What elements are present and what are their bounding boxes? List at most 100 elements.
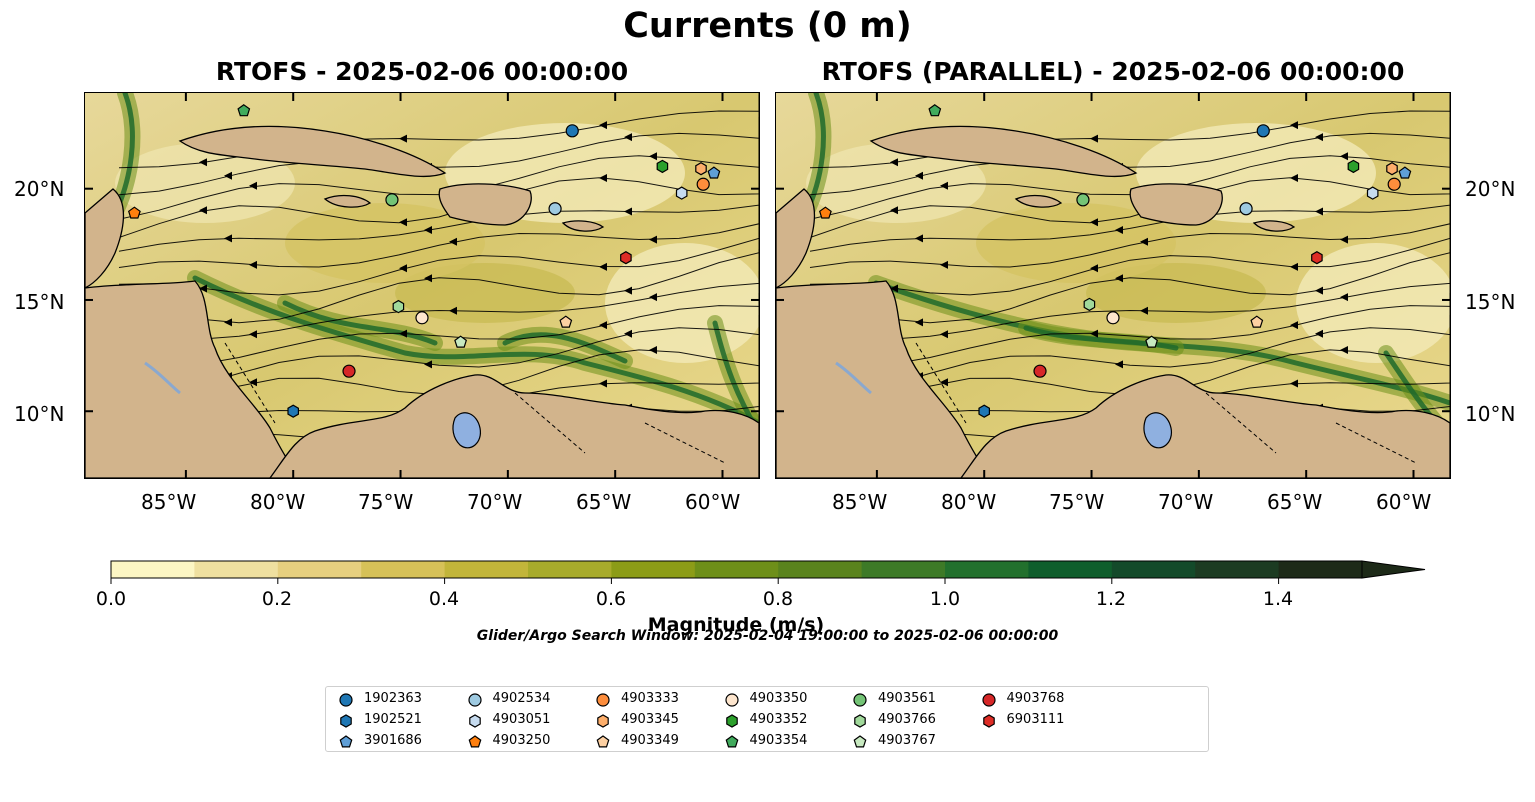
streamline-arrow <box>624 133 632 142</box>
colorbar-segment <box>611 561 696 578</box>
streamline-arrow <box>399 329 407 338</box>
streamline-arrow <box>249 260 257 269</box>
land-yucatan <box>85 188 125 289</box>
land-south-america <box>960 374 1450 478</box>
streamline-arrow <box>224 234 232 243</box>
streamline <box>809 93 1450 169</box>
current-jet-core <box>192 275 759 426</box>
rtofs-map[interactable] <box>84 92 760 479</box>
float-marker-4903767 <box>454 335 468 348</box>
land-jamaica <box>323 194 372 208</box>
float-marker-4903768 <box>342 364 356 378</box>
legend-label: 4903354 <box>749 733 808 748</box>
lon-label-right-75: 75°W <box>1049 490 1105 514</box>
lake-nicaragua <box>835 361 872 395</box>
streamline <box>118 249 759 341</box>
streamline-arrow <box>1290 174 1298 182</box>
lat-label-right-20: 20°N <box>1465 177 1516 201</box>
colorbar-segment <box>1028 561 1113 578</box>
streamline <box>809 95 1450 196</box>
legend-label: 4903051 <box>492 712 551 727</box>
float-marker-4903350 <box>415 311 429 325</box>
current-jet-core <box>1023 325 1179 351</box>
lat-label-left-10: 10°N <box>14 402 65 426</box>
streamline-arrow <box>915 318 923 327</box>
lon-label-left-65: 65°W <box>576 490 632 514</box>
streamline <box>118 93 759 169</box>
legend-label: 1902363 <box>364 691 422 706</box>
streamline-arrow <box>224 318 232 327</box>
float-marker-4903250 <box>818 206 832 219</box>
float-marker-1902521 <box>978 404 990 418</box>
float-marker-4903349 <box>1250 315 1264 328</box>
colorbar-segment <box>1111 561 1196 578</box>
float-marker-1902363 <box>1256 124 1270 138</box>
streamline <box>809 161 1450 252</box>
lake-maracaibo <box>452 412 482 449</box>
colorbar-title: Magnitude (m/s) <box>647 614 825 636</box>
colorbar-segment <box>361 561 446 578</box>
streamline-arrow <box>940 378 948 387</box>
legend-label: 4903333 <box>621 691 679 706</box>
streamline-arrow <box>1315 286 1323 295</box>
legend-label: 4902534 <box>492 691 551 706</box>
right-panel-title: RTOFS (PARALLEL) - 2025-02-06 00:00:00 <box>821 57 1405 86</box>
speed-patch <box>285 203 485 283</box>
float-marker-6903111 <box>1311 251 1323 265</box>
streamline <box>118 183 759 268</box>
float-marker-4903345 <box>1386 162 1398 176</box>
colorbar-segment <box>194 561 279 578</box>
land-puerto-rico <box>561 220 605 232</box>
streamline-arrow <box>1340 293 1348 302</box>
streamline-arrow <box>890 158 898 167</box>
land-jamaica <box>1014 194 1063 208</box>
streamline-arrow <box>1290 379 1298 388</box>
legend-label: 4903767 <box>878 733 936 748</box>
legend-label: 1902521 <box>364 712 422 727</box>
colorbar-segment <box>444 561 529 578</box>
float-marker-4903051 <box>1366 186 1379 200</box>
lake-maracaibo <box>1143 412 1173 449</box>
float-marker-4902534 <box>548 202 562 216</box>
lon-label-left-75: 75°W <box>358 490 414 514</box>
streamline-arrow <box>449 306 457 315</box>
colorbar-tick-label: 0.2 <box>261 588 293 610</box>
streamline-arrow <box>624 329 632 338</box>
colorbar-tick-label: 0.0 <box>95 588 127 610</box>
colorbar-segment <box>277 561 362 578</box>
legend-label: 4903766 <box>878 712 936 727</box>
legend-marker-4903766 <box>854 714 866 728</box>
streamline-arrow <box>1290 321 1298 330</box>
rtofs-parallel-map[interactable] <box>775 92 1451 479</box>
colorbar-segment <box>1195 561 1280 578</box>
legend-marker-1902363 <box>339 693 353 707</box>
streamline <box>809 227 1450 324</box>
float-marker-4902534 <box>1239 202 1253 216</box>
colorbar-segment <box>1278 561 1363 578</box>
colorbar-segment <box>694 561 779 578</box>
streamline-arrow <box>1290 121 1298 130</box>
streamline-arrow <box>599 379 607 388</box>
colorbar-tick-label: 0.4 <box>428 588 460 610</box>
land-yucatan <box>776 188 816 289</box>
search-window-text: Glider/Argo Search Window: 2025-02-04 19… <box>476 628 1059 644</box>
streamline <box>118 205 759 296</box>
float-marker-4903350 <box>1106 311 1120 325</box>
lon-label-right-85: 85°W <box>832 490 888 514</box>
streamline-arrow <box>599 321 607 330</box>
float-marker-3901686 <box>1398 166 1412 179</box>
legend-label: 4903345 <box>621 712 679 727</box>
colorbar-tick-label: 1.4 <box>1262 588 1294 610</box>
streamline <box>118 161 759 252</box>
legend-label: 4903250 <box>492 733 551 748</box>
streamline-arrow <box>449 237 457 246</box>
streamline-arrow <box>940 260 948 269</box>
lon-label-left-60: 60°W <box>685 490 741 514</box>
streamline-arrow <box>1090 218 1098 227</box>
colorbar-tick-label: 1.2 <box>1095 588 1127 610</box>
legend-marker-3901686 <box>339 735 353 748</box>
colorbar-tick-label: 0.6 <box>595 588 627 610</box>
lon-label-right-60: 60°W <box>1376 490 1432 514</box>
streamline-arrow <box>1315 133 1323 142</box>
streamline <box>809 293 1450 396</box>
